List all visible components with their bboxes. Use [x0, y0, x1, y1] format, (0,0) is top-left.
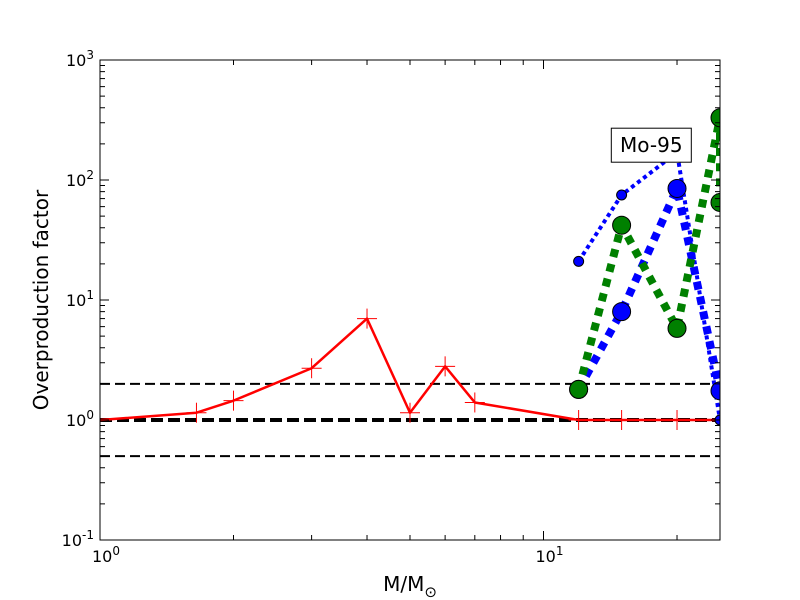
- series-3-point: [569, 379, 589, 399]
- series-2-point: [710, 381, 720, 401]
- series-0-point: [435, 356, 456, 377]
- y-axis-label: Overproduction factor: [29, 189, 53, 410]
- series-0-point: [464, 392, 485, 413]
- series-3-point: [667, 318, 687, 338]
- annotation-box: [610, 127, 692, 163]
- tick-label: 10-1: [62, 528, 94, 550]
- x-axis-label-subscript: ⊙: [424, 583, 437, 600]
- tick-label: 102: [66, 168, 94, 190]
- annotation-label: Mo-95: [620, 133, 683, 157]
- series-3-point: [612, 215, 632, 235]
- tick-label: 101: [536, 544, 564, 566]
- series-0-point: [223, 390, 244, 411]
- series-0-point: [568, 410, 589, 430]
- x-axis-label: M/M⊙: [383, 572, 437, 600]
- tick-label: 103: [66, 48, 94, 70]
- series-1-point: [573, 255, 585, 267]
- series-2-point: [612, 302, 632, 322]
- plot-frame: [99, 59, 721, 541]
- tick-label: 100: [66, 408, 94, 430]
- annotation-layer: Mo-95: [610, 127, 692, 163]
- series-2-point: [667, 178, 687, 198]
- tick-label: 100: [92, 544, 120, 566]
- series-0-point: [301, 358, 322, 379]
- series-2-line: [575, 184, 720, 392]
- series-0-point: [357, 308, 378, 329]
- series-1-point: [616, 189, 628, 201]
- series-0-point: [186, 402, 207, 423]
- series-0: [100, 308, 720, 430]
- series-0-point: [667, 410, 688, 430]
- tick-label: 101: [66, 288, 94, 310]
- series-0-point: [611, 410, 632, 430]
- series-3-line: [574, 113, 720, 391]
- series-0-point: [400, 402, 420, 423]
